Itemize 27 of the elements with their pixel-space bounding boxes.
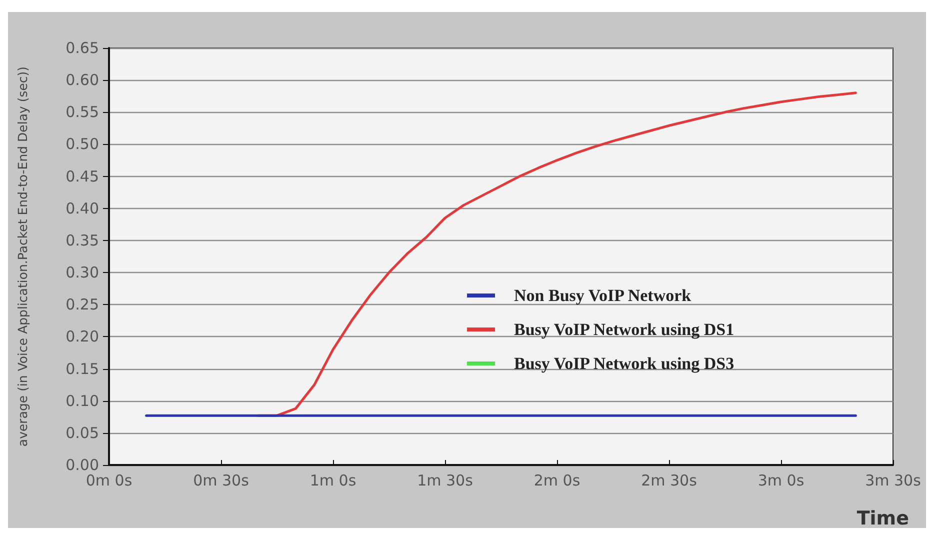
x-tick-label: 3m 0s	[758, 472, 804, 490]
legend-label: Busy VoIP Network using DS1	[514, 320, 734, 339]
y-tick-label: 0.50	[66, 135, 99, 154]
y-tick-label: 0.10	[66, 392, 99, 410]
y-tick-label: 0.30	[66, 264, 99, 282]
x-tick-label: 2m 0s	[534, 472, 580, 490]
legend-label: Busy VoIP Network using DS3	[514, 354, 734, 373]
x-tick-label: 1m 30s	[417, 472, 474, 490]
y-tick-label: 0.05	[66, 424, 99, 442]
y-tick-label: 0.00	[66, 456, 99, 474]
y-tick-label: 0.25	[66, 296, 99, 314]
x-tick-label: 0m 30s	[193, 472, 250, 490]
x-axis-title: Time	[856, 508, 909, 530]
legend-label: Non Busy VoIP Network	[514, 286, 692, 305]
y-tick-label: 0.60	[66, 71, 99, 90]
x-tick-label: 2m 30s	[641, 472, 698, 490]
y-tick-label: 0.40	[66, 199, 99, 218]
y-tick-label: 0.15	[66, 360, 99, 378]
y-tick-label: 0.20	[66, 328, 99, 346]
y-tick-label: 0.35	[66, 231, 99, 250]
y-axis-title: average (in Voice Application.Packet End-to-End Delay (sec))	[15, 66, 30, 447]
y-tick-label: 0.55	[66, 103, 99, 122]
x-tick-label: 0m 0s	[86, 472, 132, 490]
x-tick-label: 1m 0s	[310, 472, 356, 490]
y-tick-label: 0.45	[66, 167, 99, 186]
y-tick-label: 0.65	[66, 39, 99, 57]
x-tick-label: 3m 30s	[865, 472, 922, 490]
